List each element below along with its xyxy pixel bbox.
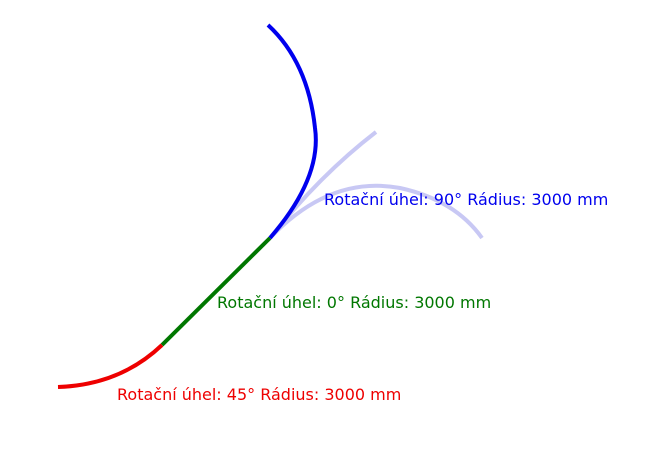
segment-red-arc[interactable] bbox=[57, 343, 164, 389]
segment-green-radius: Rádius: 3000 mm bbox=[350, 293, 491, 312]
segment-red-angle: Rotační úhel: 45° bbox=[117, 385, 255, 404]
segment-red-radius: Rádius: 3000 mm bbox=[260, 385, 401, 404]
segment-blue-arc[interactable] bbox=[266, 23, 318, 240]
segment-green-label: Rotační úhel: 0° Rádius: 3000 mm bbox=[217, 293, 491, 312]
segment-green-straight[interactable] bbox=[160, 236, 272, 347]
segment-blue-radius: Rádius: 3000 mm bbox=[467, 190, 608, 209]
segment-blue-label: Rotační úhel: 90° Rádius: 3000 mm bbox=[324, 190, 608, 209]
segment-blue-angle: Rotační úhel: 90° bbox=[324, 190, 462, 209]
segment-red-label: Rotační úhel: 45° Rádius: 3000 mm bbox=[117, 385, 401, 404]
ghost-track-lower bbox=[268, 183, 484, 240]
segment-green-angle: Rotační úhel: 0° bbox=[217, 293, 345, 312]
